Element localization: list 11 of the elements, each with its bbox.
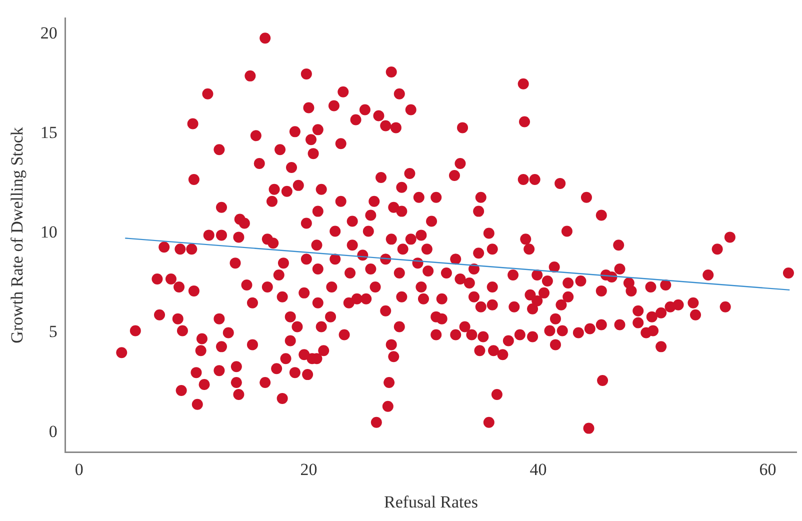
y-tick-label: 20 [40,24,58,43]
x-tick-label: 0 [74,460,84,479]
y-tick-label: 0 [48,422,58,441]
y-axis-title: Growth Rate of Dwelling Stock [8,126,27,344]
y-tick-label: 5 [48,322,58,342]
x-tick-label: 60 [759,460,776,479]
x-axis-title: Refusal Rates [384,492,478,512]
x-tick-label: 40 [530,460,547,479]
y-tick-label: 10 [40,222,58,242]
x-tick-label: 20 [300,460,318,479]
y-tick-label: 15 [40,123,58,142]
